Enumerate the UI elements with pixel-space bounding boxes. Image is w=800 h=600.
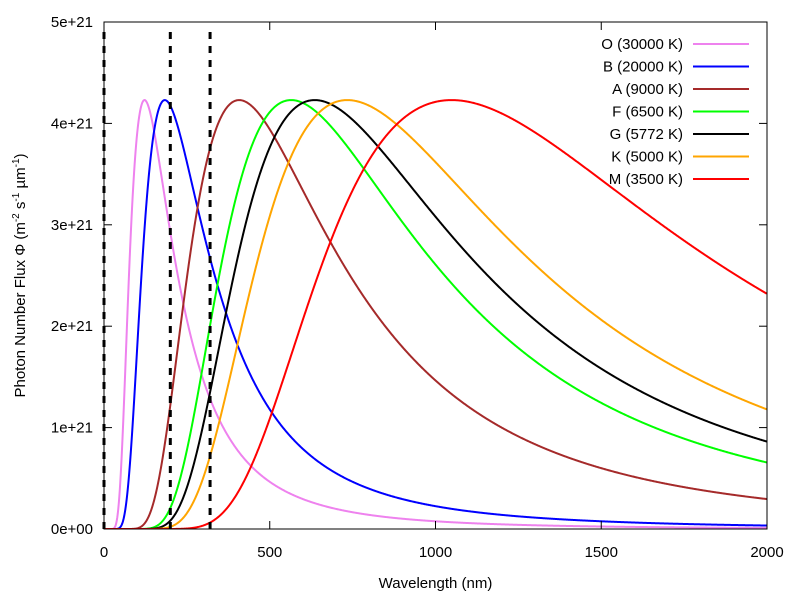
legend-label: O (30000 K) bbox=[601, 36, 683, 53]
legend-entry: G (5772 K) bbox=[610, 126, 749, 143]
x-tick-label: 0 bbox=[100, 544, 108, 561]
series-line-f bbox=[104, 99, 767, 529]
x-tick-label: 2000 bbox=[750, 544, 783, 561]
legend-label: M (3500 K) bbox=[609, 171, 683, 188]
legend-label: K (5000 K) bbox=[611, 149, 683, 166]
legend-entry: A (9000 K) bbox=[612, 81, 749, 98]
legend-entry: O (30000 K) bbox=[601, 36, 749, 53]
legend-label: G (5772 K) bbox=[610, 126, 683, 143]
series-line-a bbox=[104, 99, 767, 529]
series-line-m bbox=[104, 99, 767, 529]
y-tick-label: 5e+21 bbox=[51, 14, 93, 31]
curves-layer bbox=[104, 99, 767, 529]
series-line-g bbox=[104, 99, 767, 529]
series-line-k bbox=[104, 99, 767, 529]
y-tick-label: 2e+21 bbox=[51, 318, 93, 335]
y-tick-label: 1e+21 bbox=[51, 420, 93, 437]
legend-label: B (20000 K) bbox=[603, 59, 683, 76]
legend-label: F (6500 K) bbox=[612, 104, 683, 121]
x-tick-label: 1500 bbox=[585, 544, 618, 561]
x-axis-label: Wavelength (nm) bbox=[379, 575, 493, 592]
ticks-layer bbox=[103, 21, 768, 530]
plot-frame bbox=[103, 21, 768, 530]
x-tick-label: 500 bbox=[257, 544, 282, 561]
legend-label: A (9000 K) bbox=[612, 81, 683, 98]
x-tick-label: 1000 bbox=[419, 544, 452, 561]
y-tick-label: 3e+21 bbox=[51, 217, 93, 234]
legend-entry: F (6500 K) bbox=[612, 104, 749, 121]
tick-labels-layer: 0 500 1000 1500 2000 0e+00 1e+21 2e+21 3e+21 4e+2… bbox=[51, 14, 784, 561]
series-line-b bbox=[104, 99, 767, 529]
legend-entry: K (5000 K) bbox=[611, 149, 749, 166]
y-axis-label: Photon Number Flux Φ (m-2 s-1 µm-1) bbox=[11, 153, 29, 397]
legend-entry: M (3500 K) bbox=[609, 171, 749, 188]
vertical-lines-layer bbox=[102, 32, 212, 529]
y-tick-label: 4e+21 bbox=[51, 115, 93, 132]
legend: O (30000 K) B (20000 K) A (9000 K) F (6500 … bbox=[601, 36, 749, 188]
legend-entry: B (20000 K) bbox=[603, 59, 749, 76]
y-tick-label: 0e+00 bbox=[51, 521, 93, 538]
